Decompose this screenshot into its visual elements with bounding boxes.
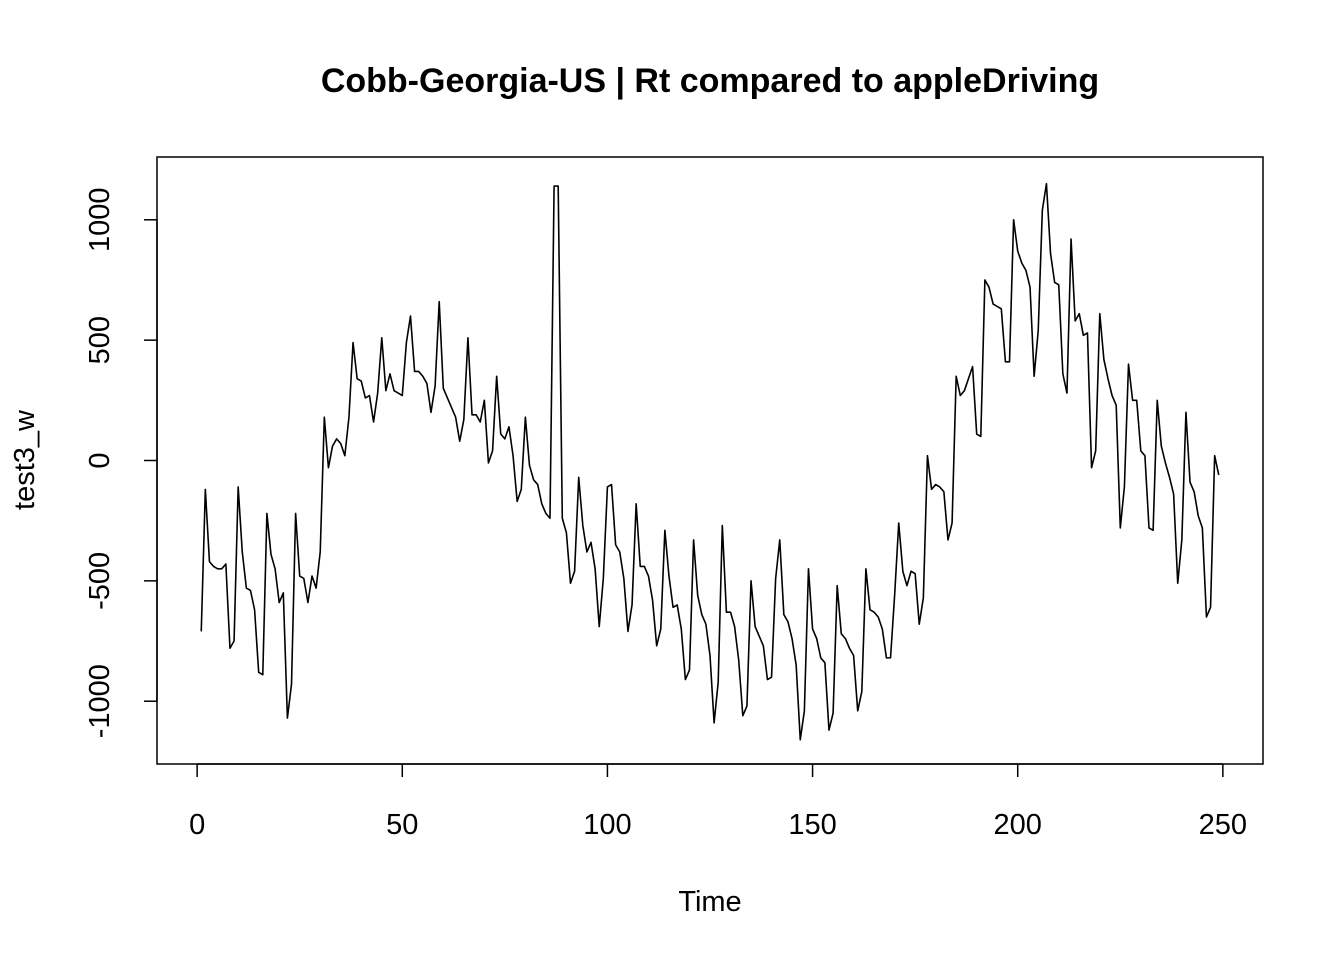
x-tick-label: 50 [386, 809, 418, 841]
y-axis-label: test3_w [9, 409, 41, 510]
series-line [200, 182, 1220, 741]
x-axis: 0 50 100 150 200 250 [189, 763, 1247, 841]
x-tick-label: 150 [788, 809, 836, 841]
x-tick-label: 200 [994, 809, 1042, 841]
x-tick-label: 250 [1199, 809, 1247, 841]
x-tick-label: 100 [583, 809, 631, 841]
chart-title: Cobb-Georgia-US | Rt compared to appleDr… [321, 62, 1099, 100]
y-tick-label: -500 [84, 552, 116, 610]
y-tick-label: -1000 [84, 664, 116, 738]
y-tick-label: 500 [84, 316, 116, 364]
x-axis-label: Time [678, 886, 741, 918]
y-axis: -1000 -500 0 500 1000 [84, 188, 158, 738]
x-tick-label: 0 [189, 809, 205, 841]
y-tick-label: 1000 [84, 188, 116, 253]
y-tick-label: 0 [84, 452, 116, 468]
